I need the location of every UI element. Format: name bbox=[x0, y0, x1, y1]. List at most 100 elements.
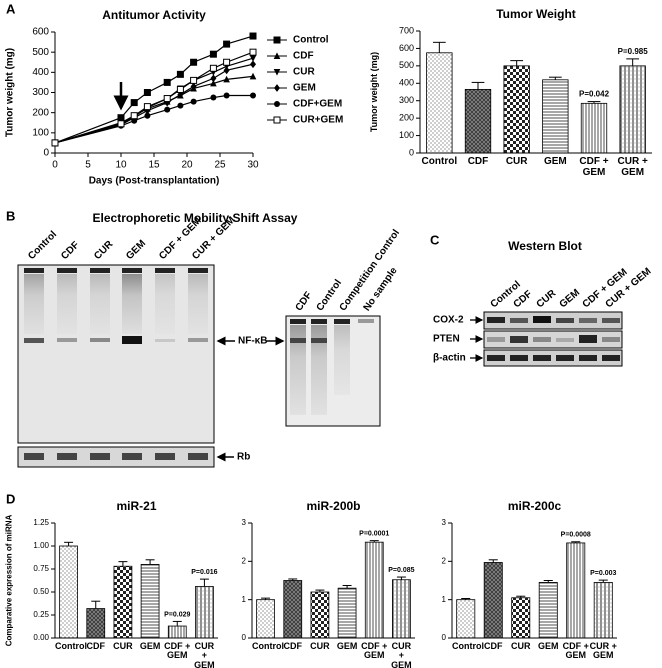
lane-label: Control bbox=[26, 229, 59, 262]
x-tick-label: CUR + GEM bbox=[194, 641, 215, 668]
panel-letter: C bbox=[430, 232, 440, 247]
bar bbox=[542, 79, 569, 154]
marker bbox=[249, 72, 257, 80]
x-tick-label-box: CDF bbox=[484, 641, 503, 651]
lane-label: CDF bbox=[59, 240, 81, 262]
marker bbox=[249, 32, 257, 40]
x-tick-label: Control bbox=[421, 156, 458, 167]
x-tick-label-box: Control bbox=[421, 156, 458, 167]
row-label: β-actin bbox=[433, 353, 466, 364]
y-tick-label: 0 bbox=[409, 147, 414, 157]
x-tick-label-box: CUR bbox=[505, 156, 528, 167]
x-tick-label: GEM bbox=[139, 641, 161, 651]
marker bbox=[190, 82, 197, 91]
gel bbox=[17, 264, 215, 468]
y-axis-label-box: Comparative expression of miRNA bbox=[4, 514, 13, 647]
y-tick-label: 200 bbox=[399, 113, 414, 123]
bar bbox=[580, 102, 608, 154]
y-tick-label: 0.25 bbox=[33, 610, 49, 619]
p-value: P=0.029 bbox=[164, 611, 190, 618]
series-line bbox=[54, 94, 253, 144]
bar bbox=[140, 564, 160, 639]
x-tick-label: CDF + GEM bbox=[579, 156, 609, 178]
y-tick-label: 400 bbox=[399, 78, 414, 88]
y-axis-label: Comparative expression of miRNA bbox=[4, 514, 13, 647]
y-tick-label: 200 bbox=[32, 107, 49, 118]
x-tick-label-box: CDF + GEM bbox=[164, 641, 191, 661]
bar bbox=[337, 587, 357, 639]
x-tick-label-box: CUR bbox=[113, 641, 133, 651]
marker bbox=[209, 64, 217, 72]
marker bbox=[190, 58, 198, 66]
y-axis-label: Tumor weight (mg) bbox=[369, 51, 379, 133]
chart-title: Tumor Weight bbox=[496, 7, 576, 21]
x-tick-label: Control bbox=[252, 641, 284, 651]
marker bbox=[163, 78, 171, 86]
x-tick-label-box: GEM bbox=[337, 641, 358, 651]
lane-label: CDF bbox=[294, 290, 315, 313]
bar bbox=[195, 586, 214, 639]
band-label: Rb bbox=[237, 452, 250, 463]
series-line bbox=[54, 63, 254, 144]
x-tick-label: CDF bbox=[283, 641, 302, 651]
marker bbox=[163, 95, 171, 103]
legend-marker bbox=[273, 36, 281, 44]
marker bbox=[223, 75, 230, 83]
marker bbox=[130, 99, 138, 107]
lane-label: GEM bbox=[124, 238, 148, 262]
marker bbox=[223, 58, 231, 66]
marker bbox=[210, 79, 217, 87]
x-tick-label-box: CUR + GEM bbox=[590, 641, 617, 660]
marker bbox=[223, 66, 230, 75]
x-tick-label: CDF + GEM bbox=[164, 641, 191, 661]
chart-title: miR-200c bbox=[508, 499, 562, 513]
series-line bbox=[54, 57, 254, 144]
legend-label: CDF bbox=[293, 51, 314, 62]
y-tick-label: 1 bbox=[242, 595, 247, 604]
x-tick-label: 15 bbox=[148, 160, 160, 171]
marker bbox=[143, 103, 151, 111]
bar bbox=[464, 88, 492, 154]
y-tick-label: 0 bbox=[442, 633, 447, 642]
marker bbox=[190, 76, 198, 84]
x-tick-label: CDF bbox=[467, 156, 489, 167]
x-tick-label-box: GEM bbox=[544, 156, 567, 166]
x-tick-label: CUR bbox=[310, 641, 330, 651]
chart-title: Antitumor Activity bbox=[102, 8, 206, 22]
x-tick-label: 0 bbox=[52, 160, 58, 171]
x-tick-label: CUR + GEM bbox=[391, 641, 412, 668]
y-tick-label: 300 bbox=[32, 87, 49, 98]
marker bbox=[131, 117, 138, 124]
y-tick-label: 1.00 bbox=[33, 541, 49, 550]
bar bbox=[283, 580, 303, 639]
y-tick-label: 0 bbox=[43, 148, 49, 159]
marker bbox=[250, 60, 256, 69]
y-tick-label: 0.75 bbox=[33, 564, 49, 573]
x-tick-label: CUR + GEM bbox=[617, 156, 648, 178]
y-tick-label: 1 bbox=[442, 595, 447, 604]
blot-title: Electrophoretic Mobility Shift Assay bbox=[93, 211, 298, 225]
bar bbox=[511, 597, 531, 639]
y-tick-label: 1.25 bbox=[33, 518, 49, 527]
bar bbox=[86, 608, 106, 639]
y-tick-label: 500 bbox=[32, 47, 49, 58]
bar bbox=[310, 591, 330, 639]
marker bbox=[223, 40, 231, 48]
marker bbox=[223, 92, 230, 99]
x-tick-label: 25 bbox=[214, 160, 226, 171]
y-tick-label: 600 bbox=[32, 27, 49, 38]
panel-letter: D bbox=[6, 491, 15, 506]
p-value: P=0.0001 bbox=[359, 530, 389, 537]
bar bbox=[256, 599, 275, 639]
bar bbox=[593, 582, 613, 639]
bar bbox=[503, 65, 530, 154]
y-tick-label: 0.00 bbox=[33, 633, 49, 642]
x-tick-label: Control bbox=[55, 641, 87, 651]
bar bbox=[426, 52, 453, 154]
x-tick-label: CUR bbox=[505, 156, 528, 167]
marker bbox=[144, 112, 151, 119]
x-tick-label: CUR bbox=[113, 641, 133, 651]
x-tick-label: CDF + GEM bbox=[361, 641, 388, 661]
y-axis-label-box: Tumor weight (mg) bbox=[4, 48, 15, 137]
chart-title: miR-200b bbox=[306, 499, 360, 513]
